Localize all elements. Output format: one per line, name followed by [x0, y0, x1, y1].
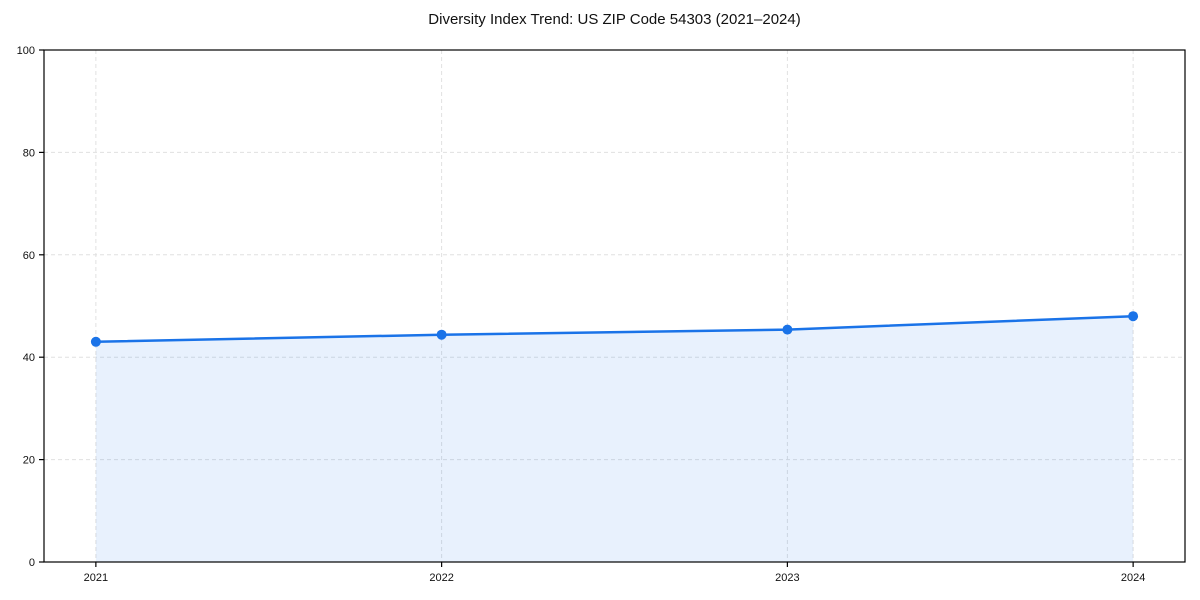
y-tick-label: 40 — [23, 352, 35, 364]
area-fill — [95, 316, 1134, 562]
x-tick-label: 2023 — [775, 572, 799, 584]
chart-title: Diversity Index Trend: US ZIP Code 54303… — [428, 11, 801, 28]
data-point-marker — [90, 336, 101, 347]
x-tick-label: 2024 — [1121, 572, 1145, 584]
y-tick-label: 20 — [23, 455, 35, 467]
plot-border — [43, 49, 1186, 563]
data-point-marker — [1128, 311, 1139, 322]
data-point-marker — [436, 329, 447, 340]
trend-line — [94, 314, 1135, 344]
y-tick-label: 60 — [23, 250, 35, 262]
x-tick-label: 2021 — [84, 572, 108, 584]
y-tick-label: 0 — [29, 557, 35, 569]
data-point-marker — [782, 324, 793, 335]
y-tick-label: 80 — [23, 147, 35, 159]
y-tick-label: 100 — [17, 45, 35, 57]
x-tick-label: 2022 — [429, 572, 453, 584]
